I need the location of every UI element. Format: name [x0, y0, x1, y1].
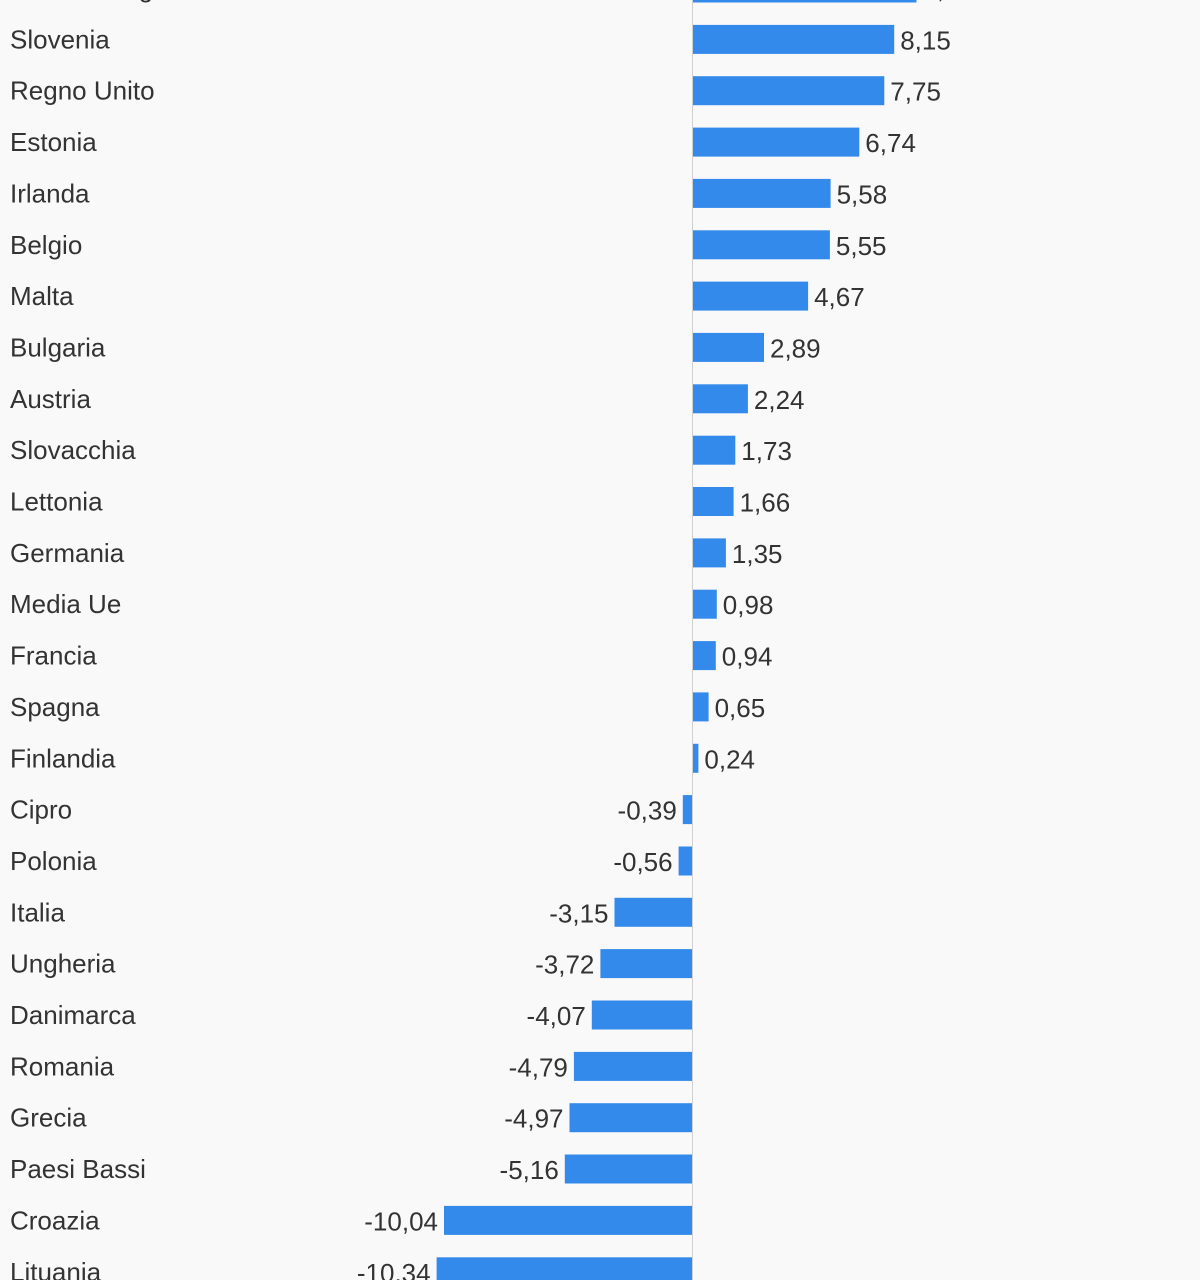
category-label: Austria	[10, 384, 91, 414]
bar-croazia	[444, 1205, 693, 1235]
value-label: 8,15	[900, 25, 951, 55]
category-label: Lituania	[10, 1257, 102, 1280]
value-label: 0,98	[723, 590, 774, 620]
bar-media-ue	[692, 589, 717, 619]
value-label: 0,24	[704, 744, 755, 774]
bar-malta	[692, 281, 809, 311]
bar-spagna	[692, 692, 709, 722]
value-label: -10,34	[357, 1258, 431, 1280]
category-label: Lettonia	[10, 487, 103, 517]
value-label: 5,58	[837, 179, 888, 209]
category-label: Francia	[10, 641, 97, 671]
value-label: -4,07	[527, 1001, 586, 1031]
bar-regno-unito	[692, 76, 885, 106]
bar-polonia	[678, 846, 693, 876]
value-label: -10,04	[364, 1206, 438, 1236]
bar-lituania	[436, 1257, 693, 1280]
value-label: -5,16	[500, 1155, 559, 1185]
bar-romania	[573, 1051, 693, 1081]
bar-irlanda	[692, 178, 831, 208]
bar-grecia	[569, 1103, 693, 1133]
category-label: Media Ue	[10, 589, 121, 619]
category-label: Croazia	[10, 1205, 100, 1235]
value-label: -4,97	[504, 1104, 563, 1134]
bar-bulgaria	[692, 332, 764, 362]
bar-germania	[692, 538, 726, 568]
value-label: 7,75	[890, 77, 941, 107]
category-label: Belgio	[10, 230, 82, 260]
category-label: Paesi Bassi	[10, 1154, 146, 1184]
category-label: Slovenia	[10, 24, 110, 54]
bar-cipro	[682, 795, 693, 825]
category-label: Cipro	[10, 795, 72, 825]
bar-estonia	[692, 127, 860, 157]
category-label: Slovacchia	[10, 435, 136, 465]
value-label: 0,94	[722, 642, 773, 672]
value-label: 1,66	[740, 488, 791, 518]
value-label: -0,39	[618, 796, 677, 826]
category-label: Irlanda	[10, 178, 90, 208]
bar-danimarca	[591, 1000, 693, 1030]
category-label: Estonia	[10, 127, 97, 157]
bar-francia	[692, 641, 716, 671]
value-label: 1,35	[732, 539, 783, 569]
category-label: Grecia	[10, 1103, 87, 1133]
category-label: Bulgaria	[10, 332, 106, 362]
value-label: -0,56	[613, 847, 672, 877]
value-label: 0,65	[715, 693, 766, 723]
value-label: 5,55	[836, 231, 887, 261]
value-label: 9,05	[923, 0, 974, 4]
bar-italia	[614, 897, 693, 927]
category-label: Finlandia	[10, 743, 116, 773]
bars-layer	[436, 0, 917, 1280]
bar-slovacchia	[692, 435, 736, 465]
bar-austria	[692, 384, 748, 414]
value-label: -3,72	[535, 950, 594, 980]
category-label: Danimarca	[10, 1000, 136, 1030]
labels-layer: Lussemburgo 9,05 Slovenia 8,15 Regno Unito 7,…	[10, 0, 973, 1280]
bar-belgio	[692, 230, 830, 260]
category-label: Polonia	[10, 846, 97, 876]
bar-paesi-bassi	[564, 1154, 693, 1184]
bar-finlandia	[692, 743, 699, 773]
category-label: Ungheria	[10, 949, 116, 979]
category-label: Germania	[10, 538, 125, 568]
bar-lussemburgo	[692, 0, 917, 3]
category-label: Lussemburgo	[10, 0, 168, 3]
category-label: Spagna	[10, 692, 100, 722]
value-label: 6,74	[865, 128, 916, 158]
value-label: -4,79	[509, 1052, 568, 1082]
bar-ungheria	[600, 949, 693, 979]
bar-lettonia	[692, 487, 734, 516]
value-label: 2,89	[770, 333, 821, 363]
value-label: 4,67	[814, 282, 865, 312]
category-label: Malta	[10, 281, 74, 311]
value-label: 1,73	[741, 436, 792, 466]
category-label: Regno Unito	[10, 76, 155, 106]
value-label: 2,24	[754, 385, 805, 415]
bar-slovenia	[692, 24, 895, 54]
category-label: Romania	[10, 1051, 115, 1081]
value-label: -3,15	[549, 898, 608, 928]
category-label: Italia	[10, 897, 65, 927]
